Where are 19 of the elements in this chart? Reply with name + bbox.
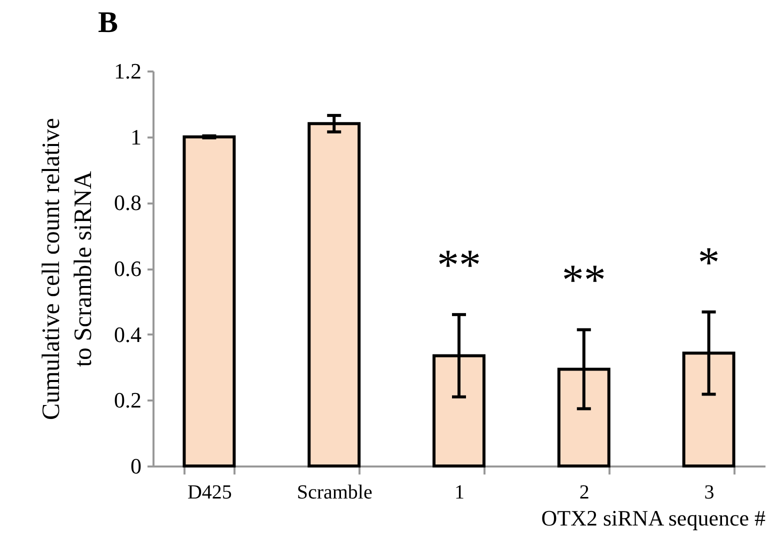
y-tick-label: 0.4 [114, 322, 142, 347]
y-tick-label: 0.8 [114, 190, 142, 216]
x-tick-label: Scramble [296, 482, 372, 504]
chart-title: B [98, 6, 118, 39]
y-axis-title: Cumulative cell count relative to Scramble siRNA [38, 118, 97, 420]
annotation: * [698, 238, 720, 287]
annotation: ** [562, 256, 606, 305]
y-tick-label: 1.2 [114, 58, 142, 84]
x-tick-label: 1 [454, 482, 464, 504]
y-tick-label: 1 [130, 124, 142, 150]
x-tick-label: D425 [187, 482, 232, 504]
x-axis-title: OTX2 siRNA sequence # [541, 506, 766, 530]
y-tick-label: 0 [130, 454, 142, 478]
x-tick-label: 3 [704, 482, 714, 504]
x-tick-label: 2 [579, 482, 590, 504]
annotation: ** [437, 240, 481, 290]
y-tick-label: 0.2 [114, 388, 142, 413]
bar [182, 135, 236, 468]
y-tick-label: 0.6 [114, 256, 142, 281]
